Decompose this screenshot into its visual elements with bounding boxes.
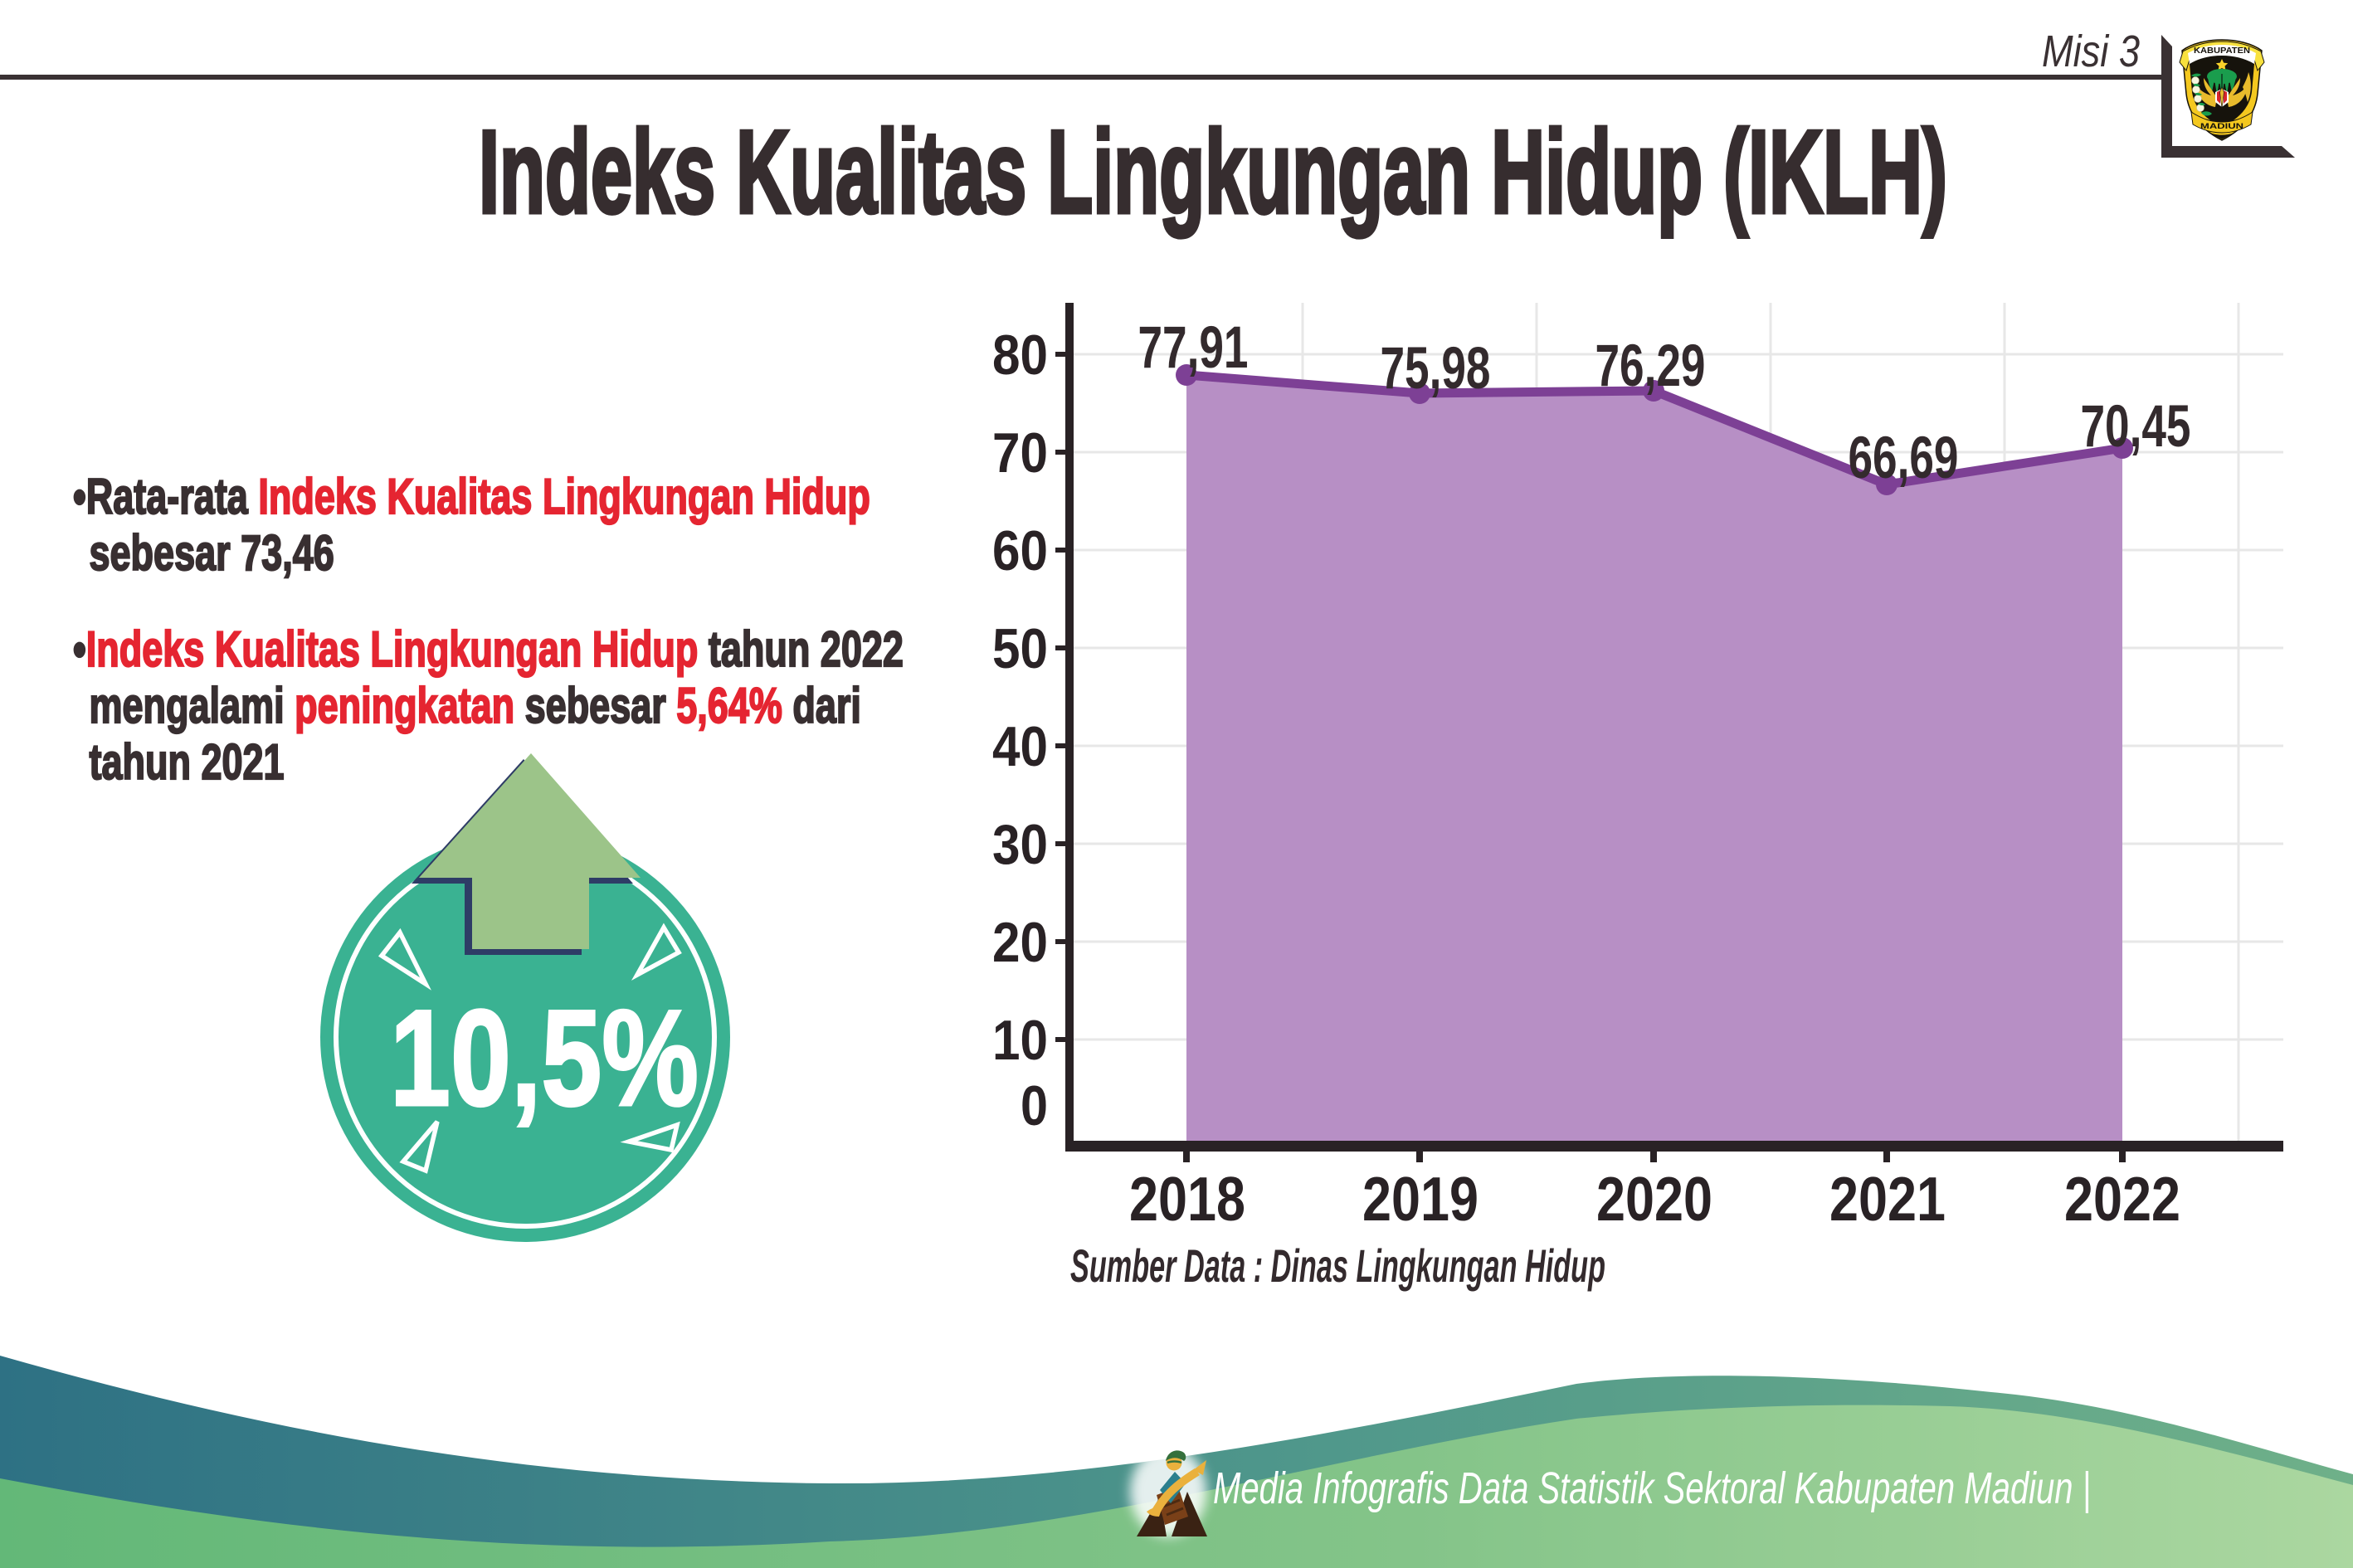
svg-text:2018: 2018: [1129, 1164, 1245, 1234]
svg-text:76,29: 76,29: [1595, 334, 1706, 399]
svg-text:Misi 3: Misi 3: [2042, 27, 2140, 76]
svg-text:20: 20: [992, 911, 1048, 974]
svg-text:77,91: 77,91: [1138, 315, 1249, 381]
svg-text:2022: 2022: [2064, 1164, 2180, 1234]
svg-text:80: 80: [992, 324, 1048, 387]
svg-text:2020: 2020: [1596, 1164, 1712, 1234]
svg-text:50: 50: [992, 617, 1048, 680]
svg-text:10,5%: 10,5%: [390, 981, 699, 1134]
svg-text:Media Infografis Data Statisti: Media Infografis Data Statistik Sektoral…: [1213, 1463, 2091, 1513]
svg-text:0: 0: [1021, 1074, 1048, 1137]
svg-text:70: 70: [992, 421, 1048, 485]
svg-text:Indeks Kualitas Lingkungan Hid: Indeks Kualitas Lingkungan Hidup (IKLH): [479, 106, 1947, 238]
svg-text:2021: 2021: [1829, 1164, 1946, 1234]
svg-text:Sumber Data : Dinas Lingkungan: Sumber Data : Dinas Lingkungan Hidup: [1070, 1239, 1605, 1292]
svg-text:60: 60: [992, 519, 1048, 582]
svg-text:MADIUN: MADIUN: [2200, 122, 2243, 130]
svg-text:30: 30: [992, 813, 1048, 876]
svg-text:2019: 2019: [1362, 1164, 1479, 1234]
svg-text:10: 10: [992, 1009, 1048, 1072]
svg-text:75,98: 75,98: [1381, 336, 1491, 402]
svg-text:70,45: 70,45: [2081, 394, 2191, 460]
svg-text:KABUPATEN: KABUPATEN: [2194, 46, 2250, 56]
svg-text:40: 40: [992, 715, 1048, 778]
svg-text:66,69: 66,69: [1849, 426, 1959, 491]
